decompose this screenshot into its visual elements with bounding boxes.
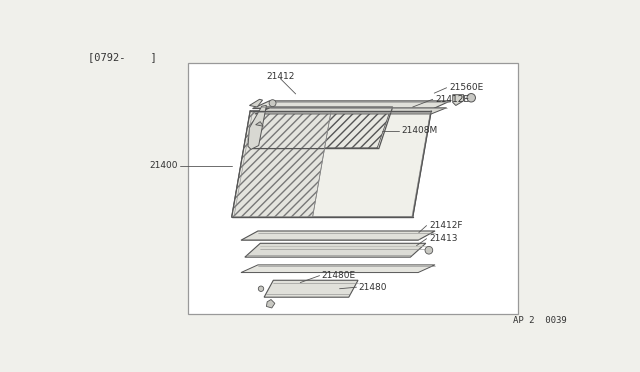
Polygon shape [264, 280, 358, 297]
Polygon shape [255, 108, 447, 114]
Polygon shape [248, 106, 266, 150]
Polygon shape [255, 122, 263, 126]
Circle shape [259, 286, 264, 291]
Bar [188, 63, 518, 314]
Text: [0792-    ]: [0792- ] [88, 52, 157, 62]
Polygon shape [232, 111, 431, 217]
Polygon shape [245, 243, 426, 257]
Polygon shape [266, 299, 275, 308]
Text: 21412: 21412 [266, 72, 294, 81]
Polygon shape [254, 108, 391, 148]
Polygon shape [452, 95, 463, 106]
Text: 21480E: 21480E [322, 271, 356, 280]
Text: 21560E: 21560E [449, 83, 483, 92]
Text: 21400: 21400 [149, 161, 178, 170]
Text: AP 2  0039: AP 2 0039 [513, 316, 566, 325]
Circle shape [425, 246, 433, 254]
Polygon shape [250, 99, 262, 107]
Circle shape [467, 93, 476, 102]
Circle shape [269, 100, 276, 107]
Polygon shape [241, 231, 435, 240]
Polygon shape [253, 101, 451, 109]
Polygon shape [241, 265, 435, 273]
Text: 21412E: 21412E [436, 95, 470, 104]
Text: 21480: 21480 [359, 283, 387, 292]
Text: 21408M: 21408M [401, 126, 437, 135]
Polygon shape [232, 111, 331, 217]
Text: 21413: 21413 [429, 234, 458, 243]
Text: 21412F: 21412F [429, 221, 462, 230]
